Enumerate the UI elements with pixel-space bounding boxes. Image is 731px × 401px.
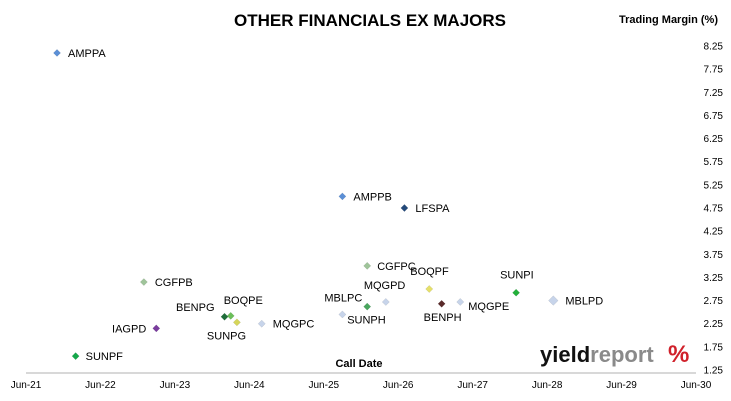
y-tick-label: 3.25 bbox=[704, 273, 724, 284]
logo-text-yield: yield bbox=[540, 342, 590, 367]
x-tick-label: Jun-29 bbox=[606, 380, 637, 391]
point-label-mblpd: MBLPD bbox=[565, 296, 603, 308]
y-tick-label: 7.25 bbox=[704, 88, 724, 99]
y-tick-label: 4.25 bbox=[704, 227, 724, 238]
point-boqpf bbox=[425, 285, 434, 293]
point-mqgpc bbox=[257, 319, 266, 328]
point-boqpe bbox=[226, 311, 235, 320]
point-mqgpe bbox=[456, 298, 465, 306]
logo-percent-icon: % bbox=[668, 341, 689, 368]
point-label-amppa: AMPPA bbox=[68, 48, 106, 60]
x-tick-label: Jun-30 bbox=[681, 380, 712, 391]
y-axis-title: Trading Margin (%) bbox=[619, 14, 718, 26]
chart-title: OTHER FINANCIALS EX MAJORS bbox=[234, 11, 506, 30]
point-iagpd bbox=[152, 324, 161, 333]
point-label-mblpc: MBLPC bbox=[324, 292, 362, 304]
point-cgfpc bbox=[363, 261, 372, 270]
point-lfspa bbox=[400, 204, 409, 212]
y-tick-label: 2.25 bbox=[704, 319, 724, 330]
point-label-sunpg: SUNPG bbox=[207, 330, 246, 342]
point-label-mqgpc: MQGPC bbox=[273, 319, 315, 331]
y-tick-label: 1.75 bbox=[704, 342, 724, 353]
point-amppb bbox=[338, 192, 347, 201]
x-tick-label: Jun-22 bbox=[85, 380, 116, 391]
x-tick-labels: Jun-21 Jun-22 Jun-23 Jun-24 Jun-25 Jun-26 Jun-… bbox=[11, 380, 712, 391]
point-benph bbox=[437, 299, 446, 308]
y-tick-label: 5.25 bbox=[704, 180, 724, 191]
point-cgfpb bbox=[139, 278, 148, 287]
point-label-lfspa: LFSPA bbox=[415, 203, 450, 215]
point-label-cgfpc: CGFPC bbox=[377, 261, 416, 273]
point-mblpc bbox=[338, 310, 347, 319]
point-mqgpd bbox=[381, 298, 390, 306]
point-mblpd bbox=[548, 295, 559, 306]
x-tick-label: Jun-25 bbox=[308, 380, 339, 391]
y-tick-label: 4.75 bbox=[704, 204, 724, 215]
point-label-boqpf: BOQPF bbox=[410, 266, 449, 278]
point-label-benph: BENPH bbox=[424, 312, 462, 324]
y-tick-label: 6.75 bbox=[704, 111, 724, 122]
x-tick-label: Jun-24 bbox=[234, 380, 265, 391]
y-tick-label: 3.75 bbox=[704, 250, 724, 261]
y-tick-label: 5.75 bbox=[704, 157, 724, 168]
x-tick-label: Jun-26 bbox=[383, 380, 414, 391]
x-tick-label: Jun-23 bbox=[160, 380, 191, 391]
y-tick-label: 1.25 bbox=[704, 366, 724, 377]
point-sunpf bbox=[71, 352, 80, 361]
point-label-sunph: SUNPH bbox=[347, 315, 386, 327]
y-tick-label: 2.75 bbox=[704, 296, 724, 307]
x-axis-title: Call Date bbox=[335, 358, 382, 370]
point-sunpg bbox=[232, 318, 241, 327]
y-tick-label: 6.25 bbox=[704, 134, 724, 145]
x-tick-label: Jun-21 bbox=[11, 380, 42, 391]
y-tick-label: 7.75 bbox=[704, 65, 724, 76]
y-tick-label: 8.25 bbox=[704, 42, 724, 53]
point-label-amppb: AMPPB bbox=[353, 191, 392, 203]
point-label-sunpf: SUNPF bbox=[86, 351, 124, 363]
point-label-cgfpb: CGFPB bbox=[155, 277, 193, 289]
point-label-mqgpd: MQGPD bbox=[364, 280, 406, 292]
data-points: AMPPA SUNPF CGFPB IAGPD BENPG BOQPE SUNPG MQGPC… bbox=[53, 48, 603, 363]
point-label-iagpd: IAGPD bbox=[112, 323, 146, 335]
point-sunph bbox=[363, 302, 372, 311]
point-label-mqgpe: MQGPE bbox=[468, 301, 509, 313]
point-label-sunpi: SUNPI bbox=[500, 270, 534, 282]
point-amppa bbox=[53, 48, 61, 57]
x-tick-label: Jun-27 bbox=[457, 380, 488, 391]
y-tick-labels: 8.25 7.75 7.25 6.75 6.25 5.75 5.25 4.75 4.25 3.75… bbox=[704, 42, 724, 377]
logo-text-report: report bbox=[590, 342, 654, 367]
point-sunpi bbox=[512, 288, 521, 297]
x-tick-label: Jun-28 bbox=[532, 380, 563, 391]
point-benpg bbox=[220, 312, 229, 321]
yieldreport-logo: yieldreport % bbox=[540, 341, 689, 368]
svg-text:yieldreport: yieldreport bbox=[540, 342, 654, 367]
point-label-boqpe: BOQPE bbox=[224, 295, 263, 307]
point-label-benpg: BENPG bbox=[176, 302, 215, 314]
